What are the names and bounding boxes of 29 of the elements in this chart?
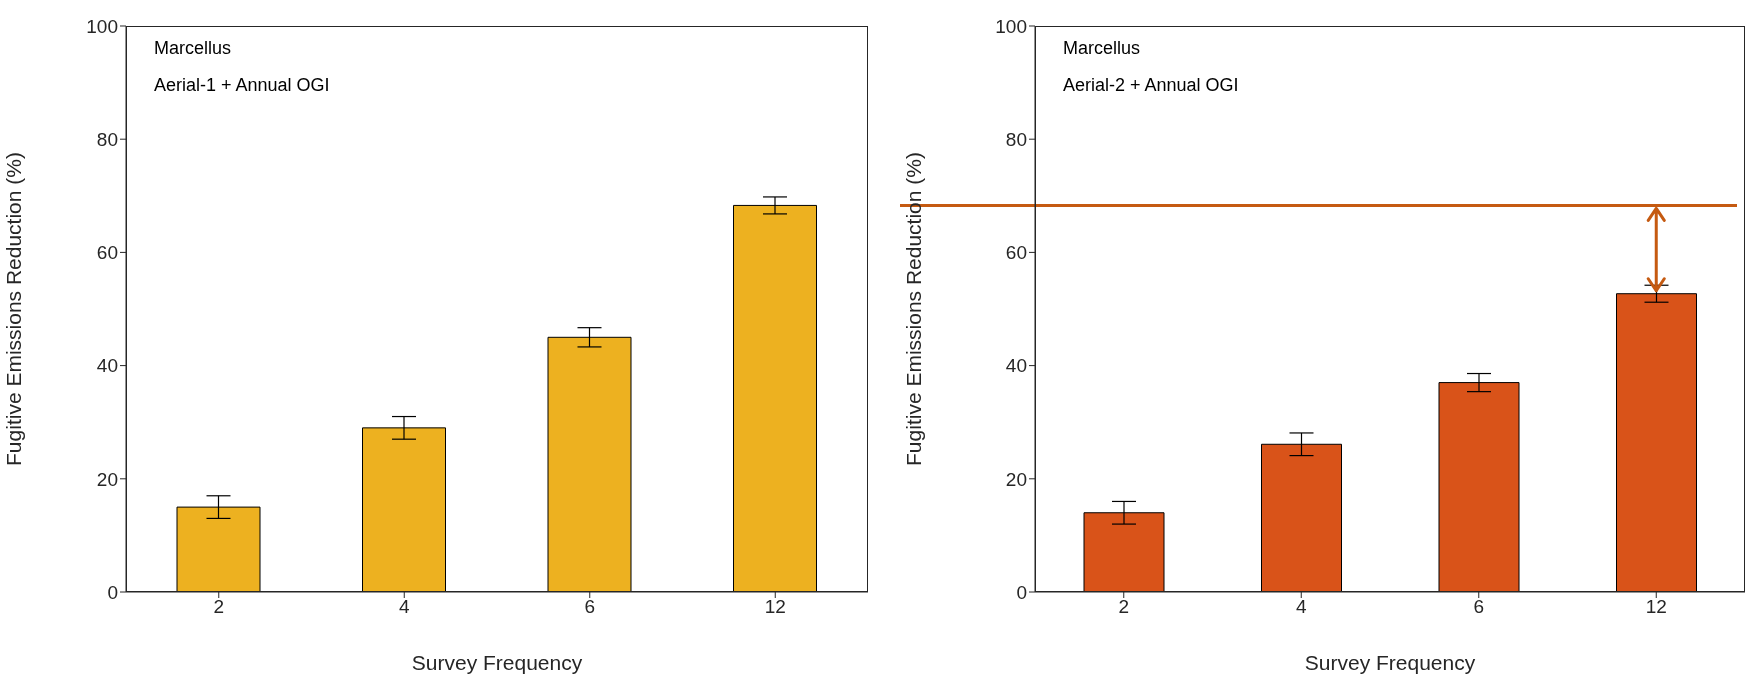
- x-tick-label: 2: [213, 596, 225, 618]
- y-tick-label: 60: [1005, 242, 1027, 264]
- x-tick-label: 12: [1645, 596, 1667, 618]
- y-tick-label: 100: [86, 15, 118, 37]
- x-axis-title: Survey Frequency: [411, 651, 583, 674]
- y-tick-label: 40: [1005, 355, 1027, 377]
- y-tick-label: 40: [96, 355, 118, 377]
- annotation: Marcellus: [1063, 38, 1141, 59]
- x-tick-label: 12: [764, 596, 786, 618]
- x-tick-label: 6: [584, 596, 596, 618]
- x-axis-title: Survey Frequency: [1304, 651, 1476, 674]
- x-tick-label: 6: [1473, 596, 1485, 618]
- annotation: Aerial-2 + Annual OGI: [1063, 75, 1239, 96]
- y-axis-title: Fugitive Emissions Reduction (%): [902, 152, 926, 466]
- y-tick-label: 0: [107, 581, 118, 603]
- y-tick-label: 100: [995, 15, 1027, 37]
- y-tick-label: 80: [96, 128, 118, 150]
- x-tick-label: 4: [398, 596, 410, 618]
- x-tick-label: 4: [1295, 596, 1307, 618]
- y-tick-label: 80: [1005, 128, 1027, 150]
- x-tick-label: 2: [1118, 596, 1130, 618]
- y-tick-label: 60: [96, 242, 118, 264]
- y-tick-label: 0: [1016, 581, 1027, 603]
- y-tick-label: 20: [1005, 468, 1027, 490]
- bar: [1616, 293, 1697, 592]
- y-tick-label: 20: [96, 468, 118, 490]
- annotation: Aerial-1 + Annual OGI: [154, 75, 330, 96]
- y-axis-title: Fugitive Emissions Reduction (%): [2, 152, 26, 466]
- annotation: Marcellus: [154, 38, 232, 59]
